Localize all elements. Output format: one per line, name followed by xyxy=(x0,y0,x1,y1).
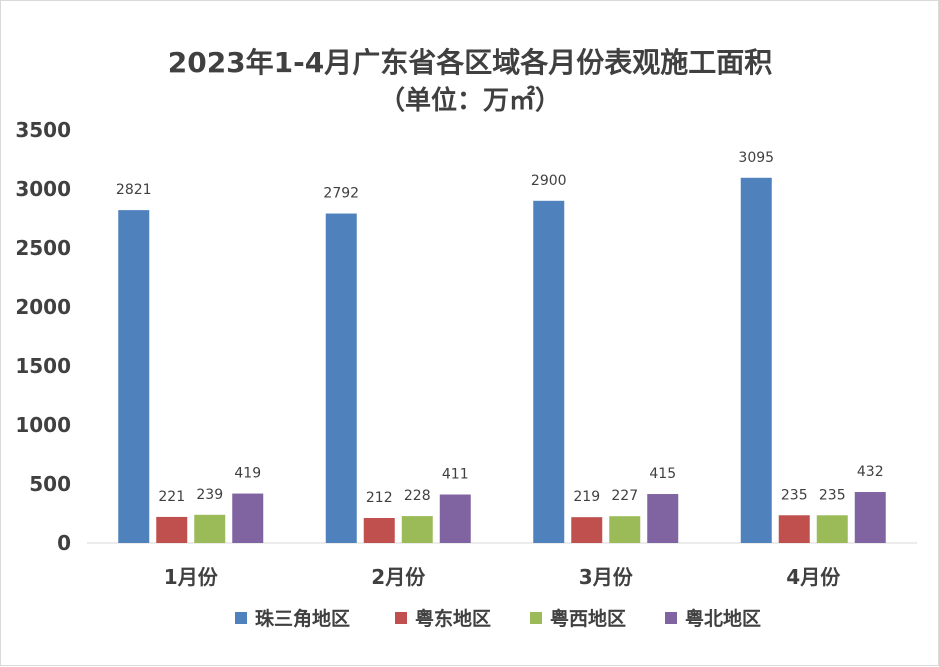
data-label: 419 xyxy=(234,466,261,482)
bar xyxy=(156,516,188,543)
legend-label: 粤北地区 xyxy=(685,607,761,630)
x-tick-label: 1月份 xyxy=(164,565,219,589)
data-label: 2900 xyxy=(531,173,567,189)
y-tick-label: 2500 xyxy=(15,236,71,260)
bar xyxy=(401,516,433,543)
data-label: 235 xyxy=(819,487,846,503)
data-label: 2821 xyxy=(116,182,152,198)
data-label: 227 xyxy=(611,488,638,504)
data-label: 219 xyxy=(573,489,600,505)
legend-swatch xyxy=(665,612,677,624)
legend-label: 粤东地区 xyxy=(415,607,491,630)
bar xyxy=(740,177,772,544)
bar xyxy=(571,517,603,543)
y-tick-label: 1500 xyxy=(15,354,71,378)
legend-swatch xyxy=(395,612,407,624)
chart-subtitle: （单位：万㎡） xyxy=(379,85,561,116)
bar xyxy=(778,515,810,543)
y-tick-label: 1000 xyxy=(15,413,71,437)
bar xyxy=(118,210,150,543)
y-tick-label: 3000 xyxy=(15,177,71,201)
bar xyxy=(533,200,565,544)
legend-swatch xyxy=(235,612,247,624)
x-tick-label: 4月份 xyxy=(786,565,841,589)
bar xyxy=(194,514,226,543)
bar xyxy=(232,493,264,543)
data-label: 221 xyxy=(158,489,185,505)
data-label: 411 xyxy=(442,467,469,483)
x-tick-label: 2月份 xyxy=(371,565,426,589)
x-axis: 1月份 2月份 3月份 4月份 xyxy=(164,565,841,589)
bar xyxy=(439,494,471,543)
data-label: 2792 xyxy=(323,186,359,202)
data-label: 432 xyxy=(857,464,884,480)
bar xyxy=(363,517,395,543)
legend: 珠三角地区 粤东地区 粤西地区 粤北地区 xyxy=(235,607,761,630)
data-label: 415 xyxy=(649,466,676,482)
data-label: 239 xyxy=(196,487,223,503)
bar xyxy=(647,494,679,543)
x-tick-label: 3月份 xyxy=(579,565,634,589)
data-label: 235 xyxy=(781,487,808,503)
chart-title: 2023年1-4月广东省各区域各月份表观施工面积 xyxy=(168,46,773,79)
y-tick-label: 3500 xyxy=(15,118,71,142)
y-tick-label: 0 xyxy=(57,531,71,555)
data-label: 3095 xyxy=(738,150,774,166)
bar xyxy=(325,213,357,543)
data-label: 228 xyxy=(404,488,431,504)
legend-label: 珠三角地区 xyxy=(255,607,350,630)
legend-label: 粤西地区 xyxy=(550,607,626,630)
legend-swatch xyxy=(530,612,542,624)
bars-group: 2821 221 239 419 2792 212 228 411 2900 219 227 415 3… xyxy=(116,150,886,544)
bar xyxy=(816,515,848,543)
y-tick-label: 2000 xyxy=(15,295,71,319)
y-tick-label: 500 xyxy=(29,472,71,496)
bar xyxy=(609,516,641,543)
bar xyxy=(854,492,886,543)
y-axis: 0 500 1000 1500 2000 2500 3000 3500 xyxy=(15,118,71,555)
data-label: 212 xyxy=(366,490,393,506)
